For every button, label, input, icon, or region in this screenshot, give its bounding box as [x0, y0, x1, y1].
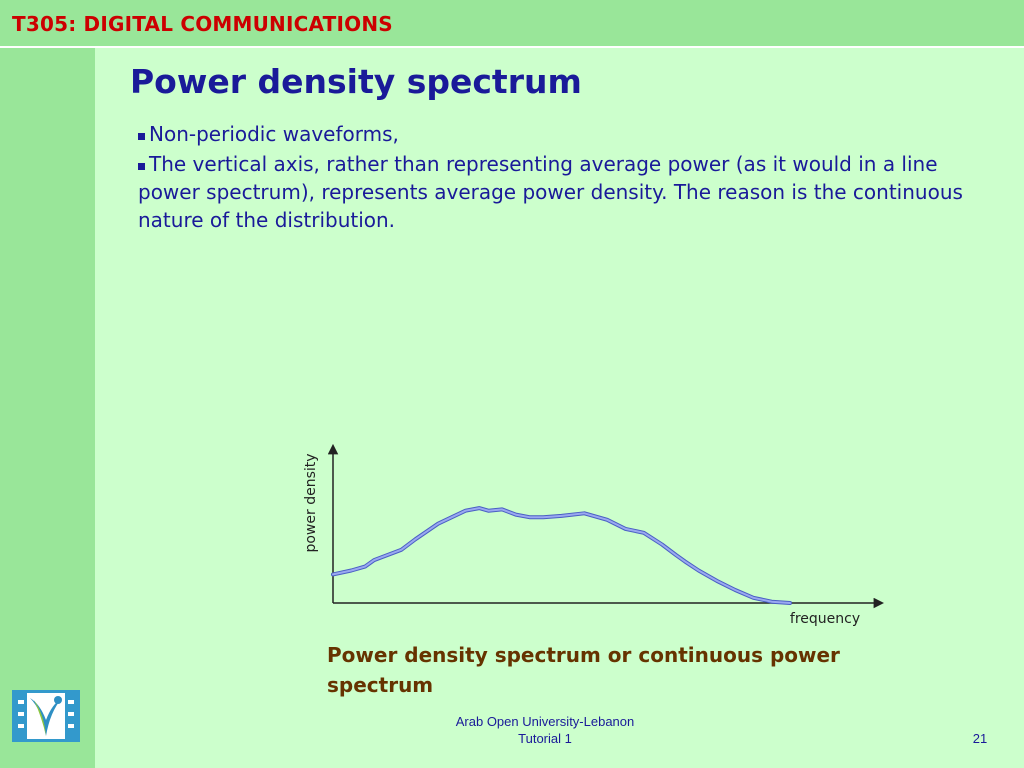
figure-caption: Power density spectrum or continuous pow…: [327, 643, 840, 697]
footer-institution: Arab Open University-Lebanon: [455, 714, 635, 729]
square-bullet-icon: [138, 163, 145, 170]
bullet-item: The vertical axis, rather than represent…: [138, 150, 988, 234]
page-number: 21: [972, 731, 988, 746]
slide-title: Power density spectrum: [130, 62, 582, 101]
spectrum-curve: [332, 507, 791, 604]
power-density-chart: frequency power density: [303, 443, 885, 627]
square-bullet-icon: [138, 133, 145, 140]
x-axis-label: frequency: [790, 611, 860, 627]
bullet-text: The vertical axis, rather than represent…: [138, 152, 963, 232]
footer-institution-block: Arab Open University-Lebanon Tutorial 1: [420, 713, 670, 747]
spectrum-curve-outline: [331, 506, 792, 605]
left-band: [0, 48, 95, 768]
bullet-item: Non-periodic waveforms,: [138, 120, 988, 148]
aou-logo: [12, 690, 80, 742]
y-axis-label: power density: [303, 453, 319, 552]
bullet-text: Non-periodic waveforms,: [149, 122, 399, 146]
header-bar: T305: DIGITAL COMMUNICATIONS: [0, 0, 1024, 48]
footer-tutorial: Tutorial 1: [518, 731, 572, 746]
course-title: T305: DIGITAL COMMUNICATIONS: [12, 12, 393, 36]
bullet-list: Non-periodic waveforms, The vertical axi…: [138, 120, 988, 236]
